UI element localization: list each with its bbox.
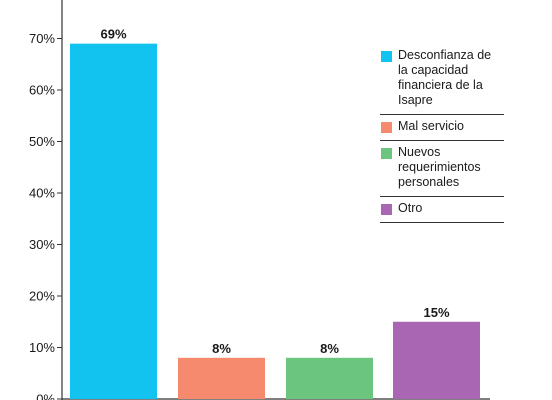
y-tick-label: 60%: [29, 83, 55, 98]
y-axis: 0% 10% 20% 30% 40% 50% 60% 70%: [29, 0, 490, 400]
bar-value-label: 15%: [423, 305, 449, 320]
legend-swatch: [381, 122, 392, 133]
y-tick-label: 30%: [29, 237, 55, 252]
legend-swatch: [381, 204, 392, 215]
legend-item: Mal servicio: [380, 115, 504, 141]
bar: [393, 321, 480, 399]
data-labels: 69% 8% 8% 15%: [100, 27, 449, 356]
legend-item: Desconfianza de la capacidad financiera …: [380, 44, 504, 115]
legend-label: Desconfianza de la capacidad financiera …: [398, 48, 492, 107]
legend-item: Otro: [380, 197, 504, 223]
y-tick-label: 20%: [29, 289, 55, 304]
legend-item: Nuevos requerimientos personales: [380, 141, 504, 197]
bar: [70, 43, 157, 400]
bar: [286, 357, 373, 399]
legend-label: Nuevos requerimientos personales: [398, 145, 481, 189]
bar-value-label: 8%: [212, 341, 231, 356]
legend-label: Otro: [398, 201, 423, 215]
y-tick-label: 10%: [29, 340, 55, 355]
y-tick-label: 50%: [29, 134, 55, 149]
bars: [70, 43, 480, 400]
y-tick-label: 40%: [29, 186, 55, 201]
legend-swatch: [381, 51, 392, 62]
bar: [178, 357, 265, 399]
legend-swatch: [381, 148, 392, 159]
legend-label: Mal servicio: [398, 119, 464, 133]
y-tick-label: 70%: [29, 31, 55, 46]
bar-value-label: 8%: [320, 341, 339, 356]
y-tick-label: 0%: [36, 392, 55, 400]
legend: Desconfianza de la capacidad financiera …: [380, 44, 504, 223]
bar-value-label: 69%: [100, 27, 126, 42]
